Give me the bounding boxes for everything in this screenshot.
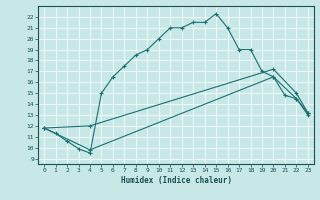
X-axis label: Humidex (Indice chaleur): Humidex (Indice chaleur)	[121, 176, 231, 185]
